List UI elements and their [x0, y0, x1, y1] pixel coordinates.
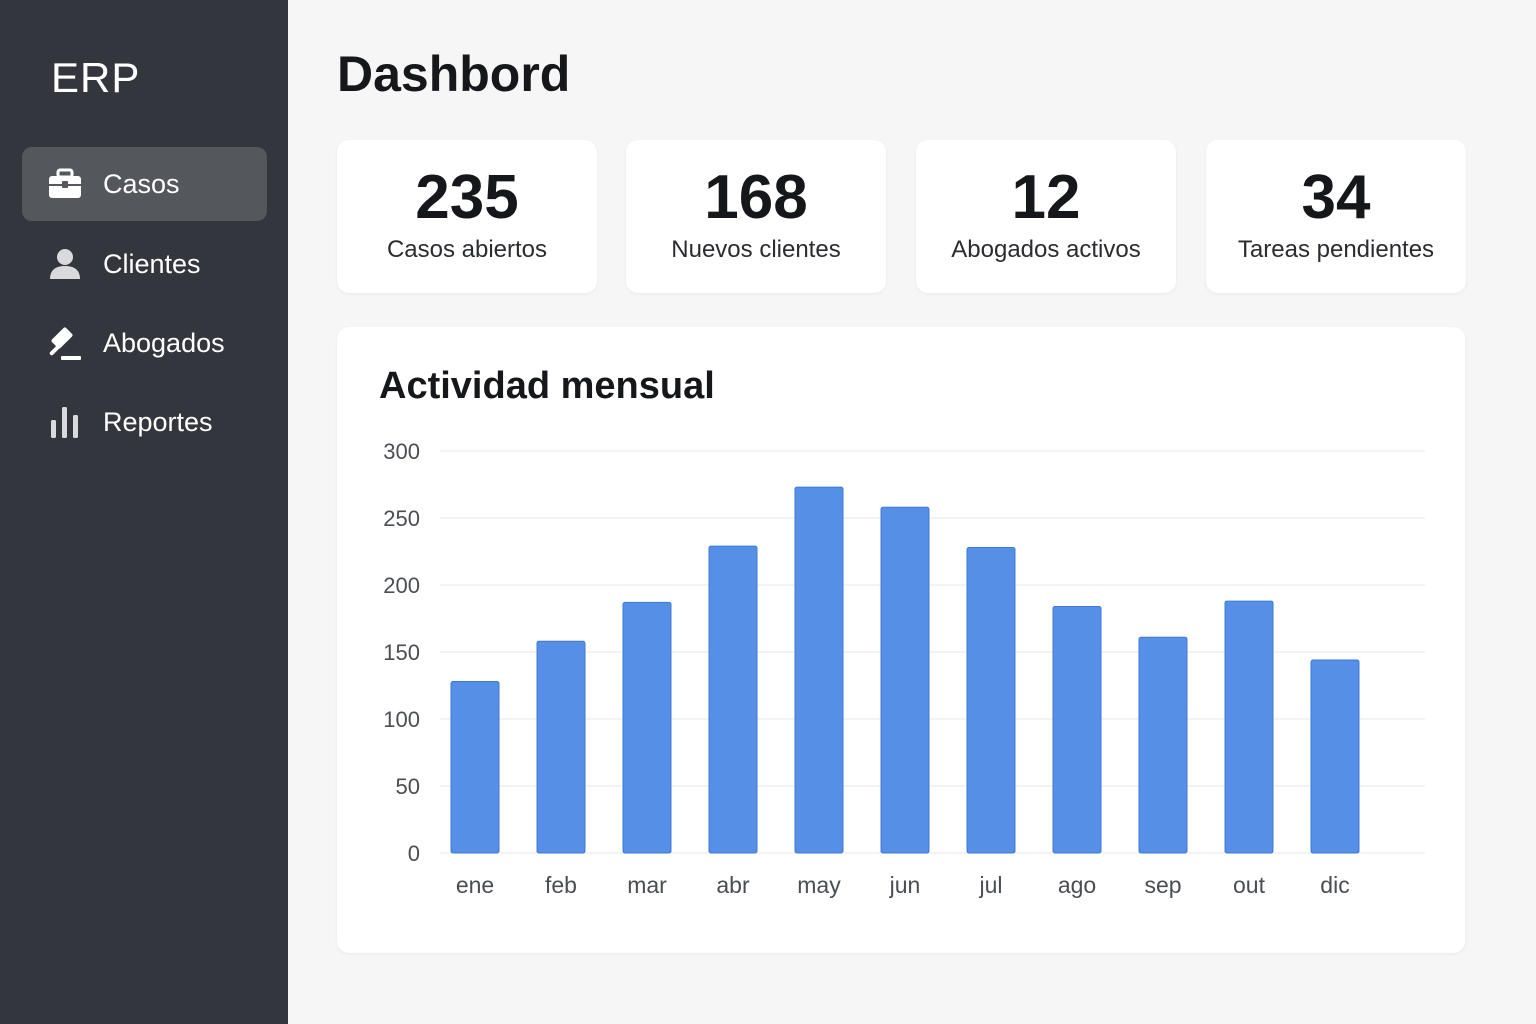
x-tick-label: jun — [889, 872, 921, 898]
sidebar-item-label: Casos — [103, 168, 180, 199]
x-tick-label: may — [797, 872, 841, 898]
bar-abr — [708, 545, 758, 854]
chart-card: Actividad mensual 0 50 100 150 200 250 300 ene f… — [337, 327, 1465, 953]
stat-card-abogados-activos: 12 Abogados activos — [916, 140, 1176, 293]
page-title: Dashbord — [337, 46, 571, 102]
y-tick-label: 100 — [383, 707, 420, 732]
user-icon — [47, 246, 83, 282]
bar-mar — [622, 601, 672, 854]
y-tick-label: 200 — [383, 573, 420, 598]
bar-chart-icon — [47, 404, 83, 440]
y-tick-label: 250 — [383, 506, 420, 531]
stat-label: Abogados activos — [951, 236, 1141, 263]
x-tick-label: ago — [1058, 872, 1096, 898]
stat-card-tareas-pendientes: 34 Tareas pendientes — [1206, 140, 1466, 293]
x-tick-label: jul — [978, 872, 1002, 898]
chart-title: Actividad mensual — [379, 365, 715, 407]
sidebar-item-label: Reportes — [103, 406, 213, 437]
bar-feb — [536, 640, 586, 854]
sidebar-item-casos[interactable]: Casos — [22, 147, 267, 221]
stat-label: Nuevos clientes — [671, 236, 841, 263]
bar-jun — [880, 506, 930, 854]
stat-label: Casos abiertos — [386, 236, 548, 263]
briefcase-icon — [47, 166, 83, 202]
bar-jul — [966, 546, 1016, 854]
stat-value: 235 — [415, 163, 519, 232]
x-tick-label: dic — [1320, 872, 1349, 898]
sidebar-item-label: Clientes — [103, 248, 201, 279]
stat-value: 12 — [1011, 163, 1081, 232]
stat-value: 34 — [1301, 163, 1371, 232]
x-tick-label: sep — [1144, 872, 1181, 898]
y-tick-label: 150 — [383, 640, 420, 665]
x-tick-label: mar — [627, 872, 667, 898]
sidebar-item-reportes[interactable]: Reportes — [22, 385, 267, 459]
sidebar-item-label: Abogados — [103, 327, 225, 358]
bar-dic — [1310, 659, 1360, 854]
brand-logo: ERP — [51, 54, 141, 101]
x-tick-label: ene — [456, 872, 494, 898]
bar-out — [1224, 600, 1274, 854]
bar-may — [794, 486, 844, 854]
sidebar-item-clientes[interactable]: Clientes — [22, 227, 267, 301]
y-tick-label: 0 — [408, 841, 420, 866]
bar-ago — [1052, 605, 1102, 854]
x-tick-label: out — [1233, 872, 1266, 898]
y-tick-label: 300 — [383, 439, 420, 464]
y-tick-label: 50 — [396, 774, 420, 799]
gavel-icon — [47, 325, 83, 361]
stat-card-nuevos-clientes: 168 Nuevos clientes — [626, 140, 886, 293]
sidebar: ERP Casos Clientes — [0, 0, 288, 1024]
x-tick-label: feb — [545, 872, 577, 898]
stat-card-casos-abiertos: 235 Casos abiertos — [337, 140, 597, 293]
sidebar-item-abogados[interactable]: Abogados — [22, 306, 267, 380]
bar-ene — [450, 680, 500, 854]
bar-sep — [1138, 636, 1188, 854]
x-tick-label: abr — [716, 872, 750, 898]
stat-value: 168 — [704, 163, 808, 232]
stat-label: Tareas pendientes — [1237, 236, 1435, 263]
monthly-activity-chart: 0 50 100 150 200 250 300 ene feb mar abr may jun jul a… — [383, 439, 1425, 898]
